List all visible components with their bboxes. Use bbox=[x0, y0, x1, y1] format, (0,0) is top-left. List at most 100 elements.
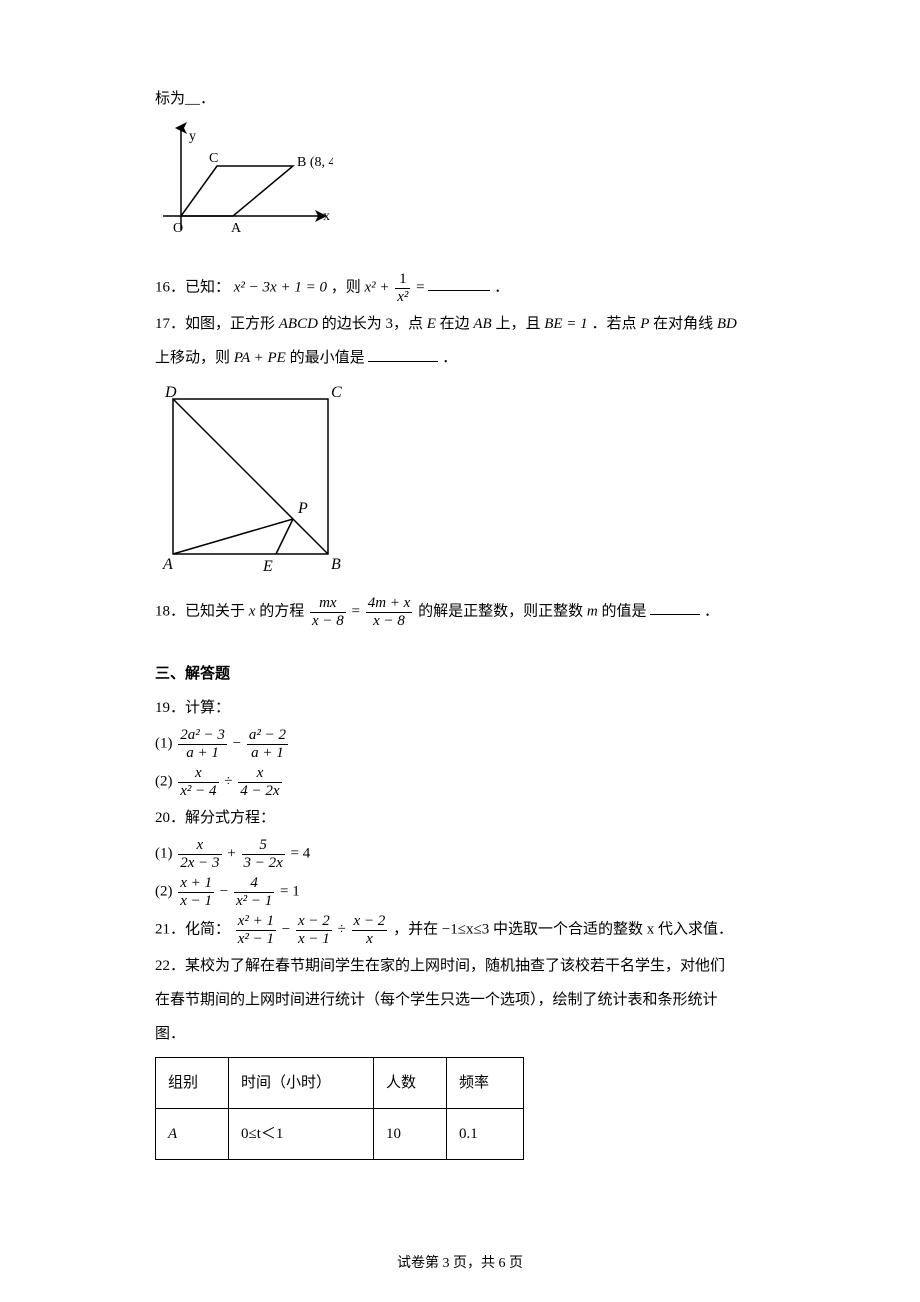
q20-p2-f1d: x − 1 bbox=[178, 893, 214, 910]
q17-l1d: 上，且 bbox=[495, 316, 544, 332]
q17-lbl-B: B bbox=[331, 556, 341, 573]
q18-c: 的解是正整数，则正整数 bbox=[418, 603, 587, 619]
q16-eq2-left: x² + bbox=[364, 279, 393, 295]
q20-p2-lbl: (2) bbox=[155, 883, 176, 899]
q21-f1d: x² − 1 bbox=[236, 931, 276, 948]
q20-p1-p: + bbox=[227, 845, 239, 861]
q21: 21．化简： x² + 1x² − 1 − x − 2x − 1 ÷ x − 2… bbox=[155, 913, 765, 947]
q17-l2a: 上移动，则 bbox=[155, 350, 234, 366]
q21-f2d: x − 1 bbox=[296, 931, 332, 948]
td-0-0: A bbox=[156, 1109, 229, 1160]
q20-p1-f1d: 2x − 3 bbox=[178, 855, 221, 872]
q18: 18．已知关于 x 的方程 mx x − 8 = 4m + x x − 8 的解… bbox=[155, 595, 765, 629]
q20-p1-f2d: 3 − 2x bbox=[242, 855, 285, 872]
q15-label-y: y bbox=[189, 129, 196, 144]
th-0: 组别 bbox=[156, 1058, 229, 1109]
q19-head: 19．计算： bbox=[155, 693, 765, 723]
q20-p1-e: = 4 bbox=[291, 845, 311, 861]
q19-p2-d: ÷ bbox=[224, 773, 236, 789]
q20-p2: (2) x + 1x − 1 − 4x² − 1 = 1 bbox=[155, 875, 765, 909]
table-row: A 0≤t＜1 10 0.1 bbox=[156, 1109, 524, 1160]
q19-p2-f2d: 4 − 2x bbox=[238, 783, 281, 800]
q21-d: ÷ bbox=[338, 921, 350, 937]
q17-lbl-P: P bbox=[297, 500, 308, 517]
q19-p2-f2n: x bbox=[238, 765, 281, 783]
q18-f2: 4m + x x − 8 bbox=[364, 595, 415, 629]
q17-line1: 17．如图，正方形 ABCD 的边长为 3，点 E 在边 AB 上，且 BE =… bbox=[155, 309, 765, 339]
q18-d: 的值是 bbox=[601, 603, 646, 619]
q17-BD: BD bbox=[717, 316, 737, 332]
q20-p2-m: − bbox=[220, 883, 232, 899]
q16-frac: 1 x² bbox=[393, 271, 412, 305]
q17-abcd: ABCD bbox=[279, 316, 318, 332]
q18-a: 18．已知关于 bbox=[155, 603, 249, 619]
q18-eq: = bbox=[351, 603, 363, 619]
q16-mid: ，则 bbox=[331, 279, 365, 295]
q18-f1d: x − 8 bbox=[310, 613, 346, 630]
q20-head: 20．解分式方程： bbox=[155, 803, 765, 833]
page-body: 标为__． y x O A C B (8, 4) 16．已 bbox=[0, 0, 920, 1302]
q18-b: 的方程 bbox=[259, 603, 308, 619]
q17-figure: D C A B E P bbox=[153, 379, 765, 585]
q19-p2-f1d: x² − 4 bbox=[178, 783, 218, 800]
q19-p2-lbl: (2) bbox=[155, 773, 176, 789]
page-footer: 试卷第 3 页，共 6 页 bbox=[0, 1250, 920, 1278]
q19-p1: (1) 2a² − 3a + 1 − a² − 2a + 1 bbox=[155, 727, 765, 761]
q15-label-C: C bbox=[209, 151, 218, 166]
q18-f1n: mx bbox=[310, 595, 346, 613]
q15-label-A: A bbox=[231, 221, 242, 236]
q16: 16．已知： x² − 3x + 1 = 0 ，则 x² + 1 x² = ． bbox=[155, 271, 765, 305]
q17-l2c: ． bbox=[442, 350, 457, 366]
q17-lbl-A: A bbox=[162, 556, 173, 573]
q15-fragment: 标为__． bbox=[155, 84, 765, 114]
q20-p1-f1n: x bbox=[178, 837, 221, 855]
q17-l1e: ．若点 bbox=[591, 316, 640, 332]
q17-l1c: 在边 bbox=[440, 316, 474, 332]
q17-beeq: BE = 1 bbox=[544, 316, 587, 332]
q20-p2-f2n: 4 bbox=[234, 875, 274, 893]
q17-lbl-C: C bbox=[331, 384, 342, 401]
q15-label-x: x bbox=[323, 209, 330, 224]
q18-x: x bbox=[249, 603, 256, 619]
th-1: 时间（小时） bbox=[229, 1058, 374, 1109]
q19-p2: (2) xx² − 4 ÷ x4 − 2x bbox=[155, 765, 765, 799]
q19-p1-f1d: a + 1 bbox=[178, 745, 227, 762]
q17-line2: 上移动，则 PA + PE 的最小值是 ． bbox=[155, 343, 765, 373]
section3-title: 三、解答题 bbox=[155, 659, 765, 689]
q15-label-O: O bbox=[173, 221, 183, 236]
q15-label-B: B (8, 4) bbox=[297, 155, 333, 170]
q18-f1: mx x − 8 bbox=[308, 595, 348, 629]
q22-l2: 在春节期间的上网时间进行统计（每个学生只选一个选项），绘制了统计表和条形统计 bbox=[155, 985, 765, 1015]
q21-f2n: x − 2 bbox=[296, 913, 332, 931]
q16-frac-den: x² bbox=[395, 289, 410, 306]
q17-lbl-E: E bbox=[262, 558, 273, 574]
q17-expr: PA + PE bbox=[234, 350, 286, 366]
q17-l2b: 的最小值是 bbox=[290, 350, 369, 366]
th-2: 人数 bbox=[374, 1058, 447, 1109]
q21-m: − bbox=[282, 921, 294, 937]
q17-E: E bbox=[427, 316, 436, 332]
q16-frac-num: 1 bbox=[395, 271, 410, 289]
td-0-1: 0≤t＜1 bbox=[229, 1109, 374, 1160]
q17-lbl-D: D bbox=[164, 384, 177, 401]
q17-P: P bbox=[640, 316, 649, 332]
q17-svg: D C A B E P bbox=[153, 379, 353, 574]
q17-blank bbox=[368, 347, 438, 362]
q22-l3: 图． bbox=[155, 1019, 765, 1049]
q19-p1-f2d: a + 1 bbox=[247, 745, 288, 762]
q16-eq: = bbox=[416, 279, 428, 295]
q21-tail: ，并在 −1≤x≤3 中选取一个合适的整数 x 代入求值． bbox=[393, 921, 733, 937]
table-header-row: 组别 时间（小时） 人数 频率 bbox=[156, 1058, 524, 1109]
q17-AB: AB bbox=[473, 316, 491, 332]
q19-p1-lbl: (1) bbox=[155, 735, 176, 751]
q20-p1-lbl: (1) bbox=[155, 845, 176, 861]
q20-p1: (1) x2x − 3 + 53 − 2x = 4 bbox=[155, 837, 765, 871]
q21-pre: 21．化简： bbox=[155, 921, 230, 937]
q21-f3n: x − 2 bbox=[352, 913, 388, 931]
q19-p1-f1n: 2a² − 3 bbox=[178, 727, 227, 745]
q22-l1: 22．某校为了解在春节期间学生在家的上网时间，随机抽查了该校若干名学生，对他们 bbox=[155, 951, 765, 981]
q17-l1a: 17．如图，正方形 bbox=[155, 316, 279, 332]
q16-blank bbox=[428, 276, 490, 291]
q16-suffix: ． bbox=[494, 279, 509, 295]
td-0-3: 0.1 bbox=[447, 1109, 524, 1160]
